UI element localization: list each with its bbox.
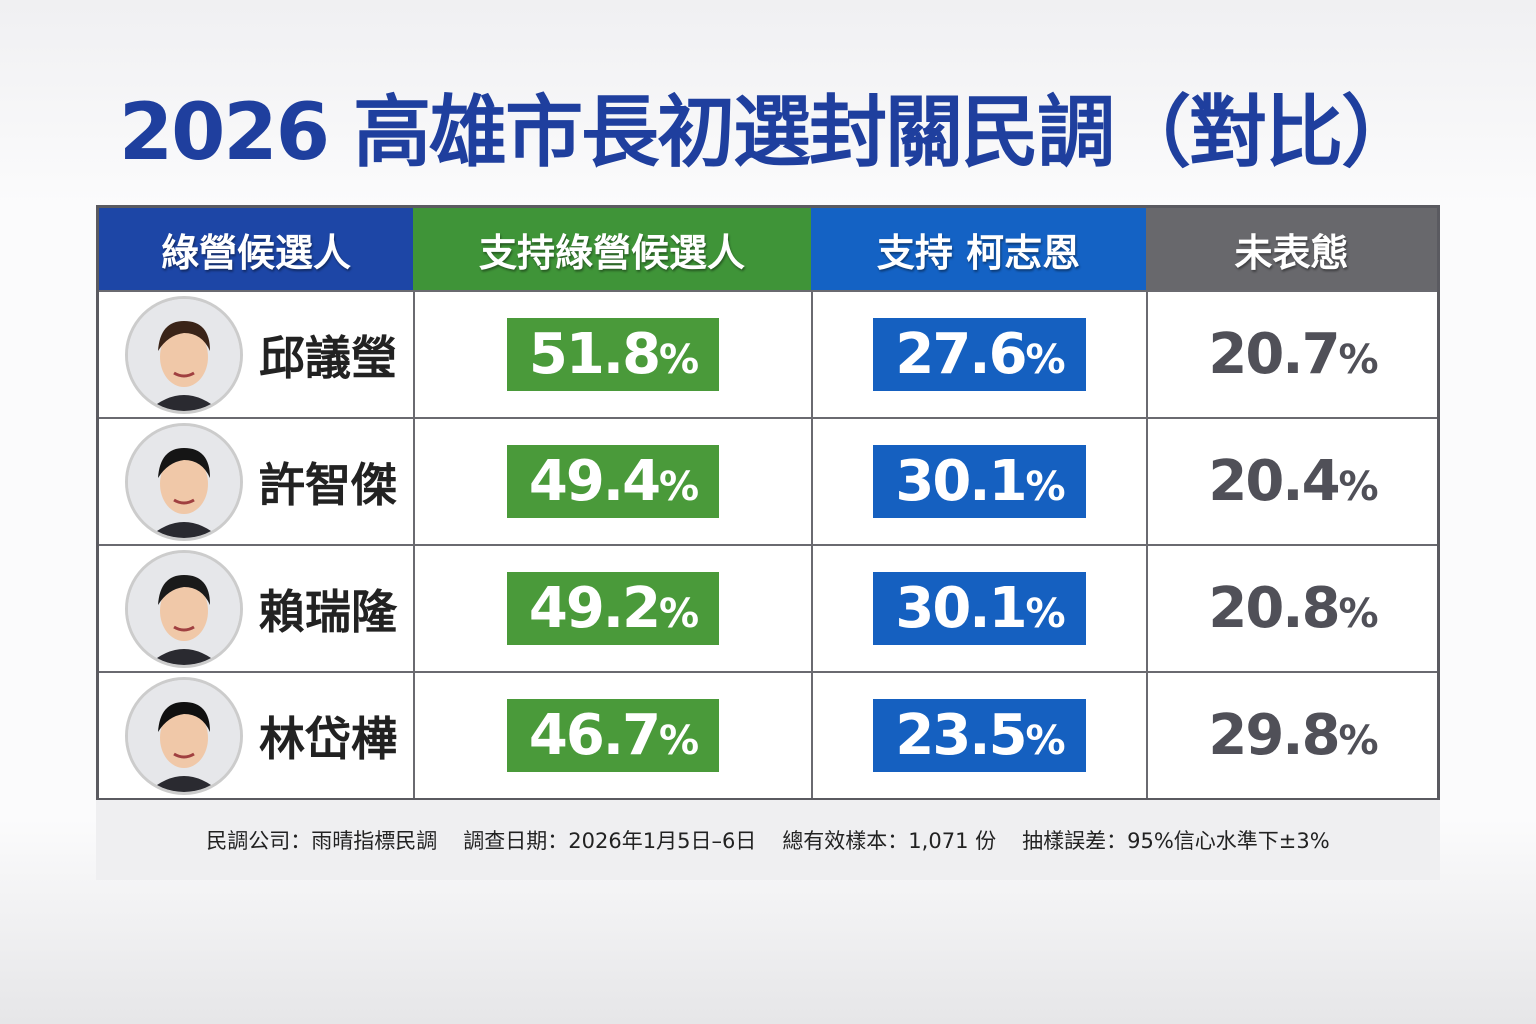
table-row: 賴瑞隆 49.2% 30.1% 20.8% <box>99 544 1437 671</box>
undecided-value: 20.8% <box>1208 576 1378 641</box>
undecided-cell: 20.7% <box>1146 290 1437 417</box>
header-undecided: 未表態 <box>1146 208 1437 290</box>
avatar <box>125 549 243 668</box>
table-header: 綠營候選人 支持綠營候選人 支持 柯志恩 未表態 <box>99 208 1437 290</box>
undecided-cell: 29.8% <box>1146 671 1437 798</box>
green-support-value: 51.8% <box>506 318 720 391</box>
ko-support-cell: 23.5% <box>811 671 1146 798</box>
ko-support-cell: 30.1% <box>811 544 1146 671</box>
header-ko-support: 支持 柯志恩 <box>811 208 1146 290</box>
green-support-cell: 49.2% <box>413 544 811 671</box>
footer-sample: 總有效樣本：1,071 份 <box>782 829 997 853</box>
avatar <box>125 422 243 541</box>
undecided-value: 20.4% <box>1208 449 1378 514</box>
candidate-cell: 許智傑 <box>99 417 413 544</box>
candidate-cell: 賴瑞隆 <box>99 544 413 671</box>
footer-margin: 抽樣誤差：95%信心水準下±3% <box>1022 829 1330 853</box>
undecided-cell: 20.4% <box>1146 417 1437 544</box>
header-green-support: 支持綠營候選人 <box>413 208 811 290</box>
footer-notes: 民調公司：雨晴指標民調 調查日期：2026年1月5日–6日 總有效樣本：1,07… <box>96 800 1440 880</box>
ko-support-cell: 27.6% <box>811 290 1146 417</box>
green-support-value: 49.2% <box>506 572 720 645</box>
avatar <box>125 295 243 414</box>
green-support-value: 49.4% <box>506 445 720 518</box>
candidate-cell: 林岱樺 <box>99 671 413 798</box>
table-row: 林岱樺 46.7% 23.5% 29.8% <box>99 671 1437 798</box>
header-candidate: 綠營候選人 <box>99 208 413 290</box>
candidate-name: 林岱樺 <box>259 711 397 766</box>
footer-date: 調查日期：2026年1月5日–6日 <box>463 829 757 853</box>
undecided-cell: 20.8% <box>1146 544 1437 671</box>
table-row: 邱議瑩 51.8% 27.6% 20.7% <box>99 290 1437 417</box>
table-row: 許智傑 49.4% 30.1% 20.4% <box>99 417 1437 544</box>
candidate-cell: 邱議瑩 <box>99 290 413 417</box>
ko-support-value: 30.1% <box>873 445 1086 518</box>
green-support-cell: 51.8% <box>413 290 811 417</box>
green-support-cell: 46.7% <box>413 671 811 798</box>
ko-support-value: 27.6% <box>873 318 1086 391</box>
undecided-value: 20.7% <box>1208 322 1378 387</box>
avatar <box>125 676 243 795</box>
undecided-value: 29.8% <box>1208 703 1378 768</box>
ko-support-value: 30.1% <box>873 572 1086 645</box>
footer-pollster: 民調公司：雨晴指標民調 <box>206 829 438 853</box>
candidate-name: 邱議瑩 <box>259 330 397 385</box>
ko-support-cell: 30.1% <box>811 417 1146 544</box>
ko-support-value: 23.5% <box>873 699 1086 772</box>
poll-table: 綠營候選人 支持綠營候選人 支持 柯志恩 未表態 邱議瑩 51.8% 27.6%… <box>96 205 1440 801</box>
candidate-name: 賴瑞隆 <box>259 584 397 639</box>
green-support-cell: 49.4% <box>413 417 811 544</box>
candidate-name: 許智傑 <box>259 457 397 512</box>
green-support-value: 46.7% <box>506 699 720 772</box>
page-title: 2026 高雄市長初選封關民調（對比） <box>118 88 1419 178</box>
